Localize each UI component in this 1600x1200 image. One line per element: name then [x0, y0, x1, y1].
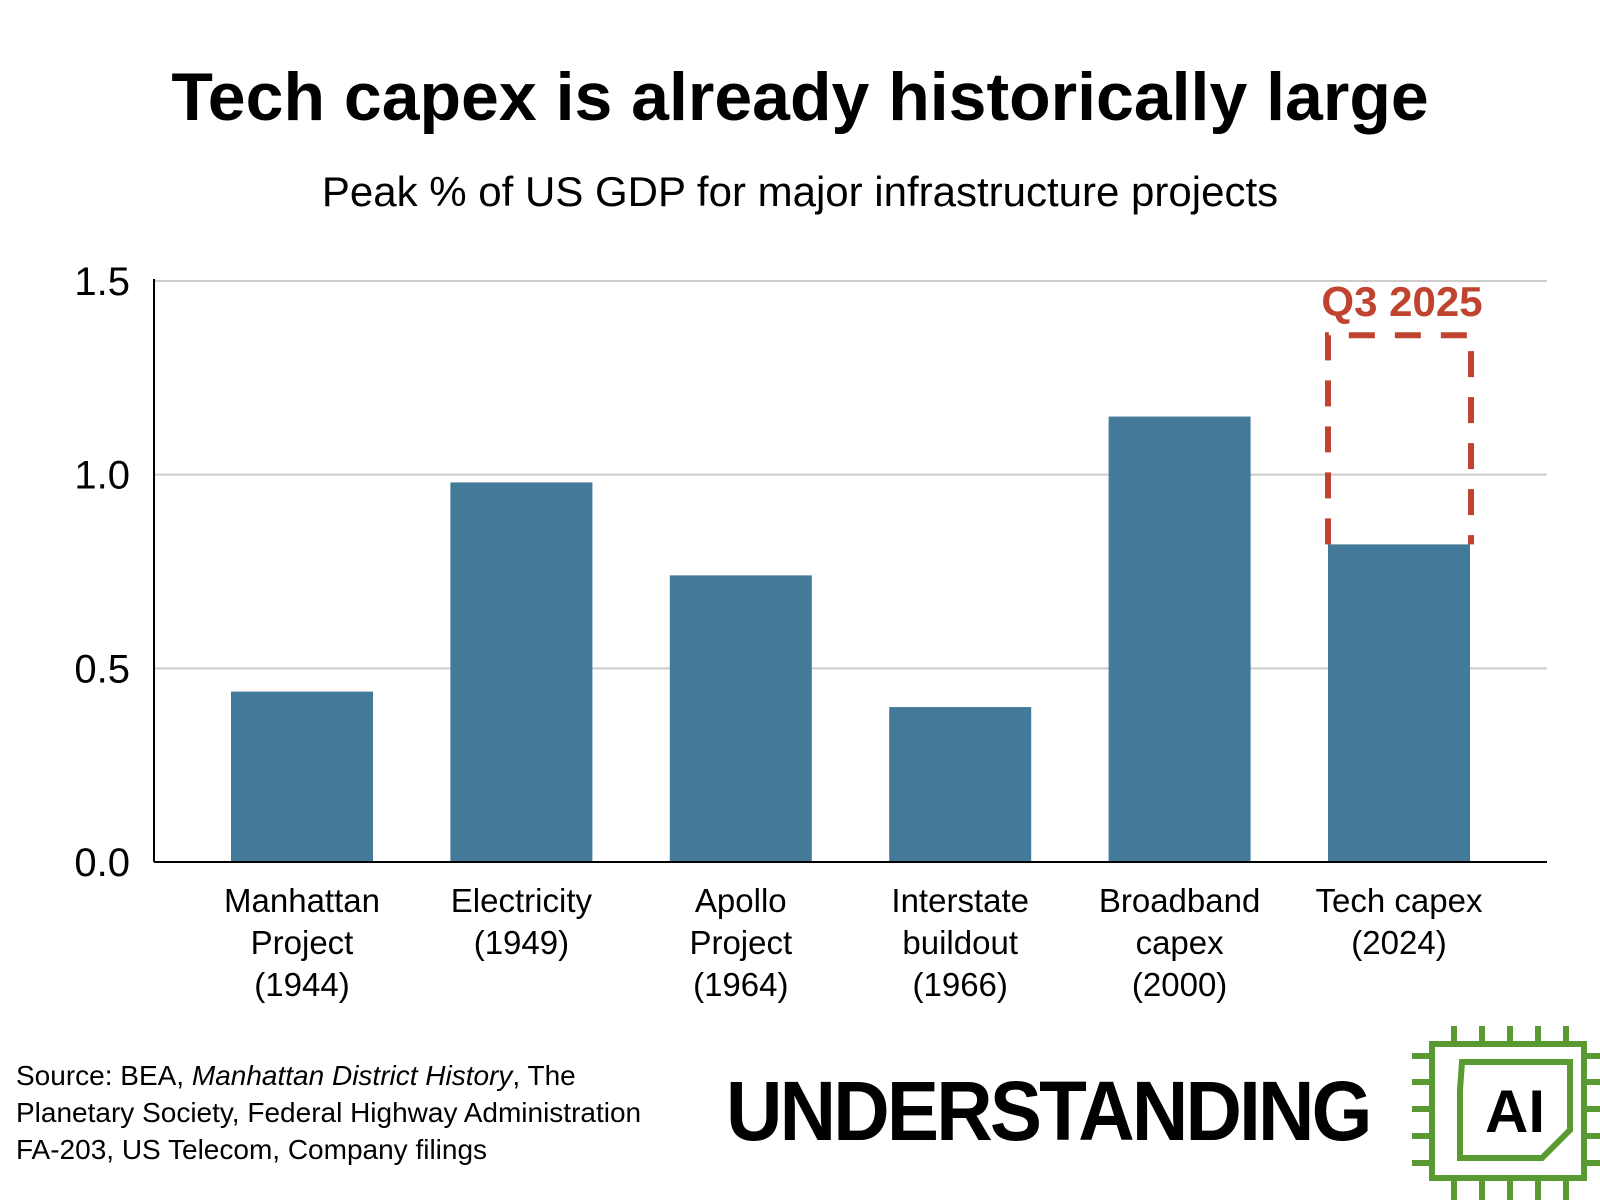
x-tick-label: (1964) — [693, 966, 788, 1003]
x-tick-label: capex — [1136, 924, 1225, 961]
y-tick-label: 0.5 — [74, 647, 130, 691]
source-italic: Manhattan District History — [191, 1060, 513, 1091]
chart-title: Tech capex is already historically large — [171, 59, 1429, 135]
chip-text: AI — [1485, 1078, 1545, 1145]
chart-subtitle: Peak % of US GDP for major infrastructur… — [321, 168, 1279, 215]
x-tick-label: Apollo — [695, 882, 787, 919]
source-line3: FA-203, US Telecom, Company filings — [16, 1134, 488, 1165]
source-line1-suffix: , The — [512, 1060, 576, 1091]
x-tick-label: (1966) — [913, 966, 1008, 1003]
annotation-label: Q3 2025 — [1321, 278, 1482, 325]
x-tick-label: Project — [689, 924, 792, 961]
bar — [450, 482, 593, 862]
x-tick-label: Manhattan — [224, 882, 380, 919]
bar — [1328, 544, 1470, 862]
bar — [231, 691, 373, 862]
x-tick-label: (2024) — [1351, 924, 1446, 961]
logo-wordmark: UNDERSTANDING — [726, 1064, 1372, 1158]
x-tick-label: Interstate — [891, 882, 1029, 919]
y-tick-label: 0.0 — [74, 841, 130, 885]
x-tick-label: (1944) — [254, 966, 349, 1003]
bar — [669, 575, 812, 862]
x-tick-label: Tech capex — [1316, 882, 1483, 919]
x-tick-label: (1949) — [474, 924, 569, 961]
source-note: Source: BEA, Manhattan District History,… — [16, 1057, 641, 1168]
x-tick-label: Broadband — [1099, 882, 1260, 919]
chip-logo-icon: AI — [1412, 1026, 1600, 1200]
y-tick-label: 1.0 — [74, 454, 130, 498]
bar-chart: 0.0 0.5 1.0 1.5 Manhattan Project (1944) Electr… — [74, 260, 1547, 1003]
bar — [1108, 416, 1251, 862]
x-tick-label: Electricity — [451, 882, 593, 919]
x-tick-label: buildout — [902, 924, 1018, 961]
source-prefix: Source: BEA, — [16, 1060, 192, 1091]
x-tick-label: Project — [251, 924, 354, 961]
bar — [889, 707, 1032, 862]
x-tick-label: (2000) — [1132, 966, 1227, 1003]
y-tick-label: 1.5 — [74, 260, 130, 304]
annotation-dashed-box — [1325, 332, 1474, 545]
source-line2: Planetary Society, Federal Highway Admin… — [16, 1097, 642, 1128]
